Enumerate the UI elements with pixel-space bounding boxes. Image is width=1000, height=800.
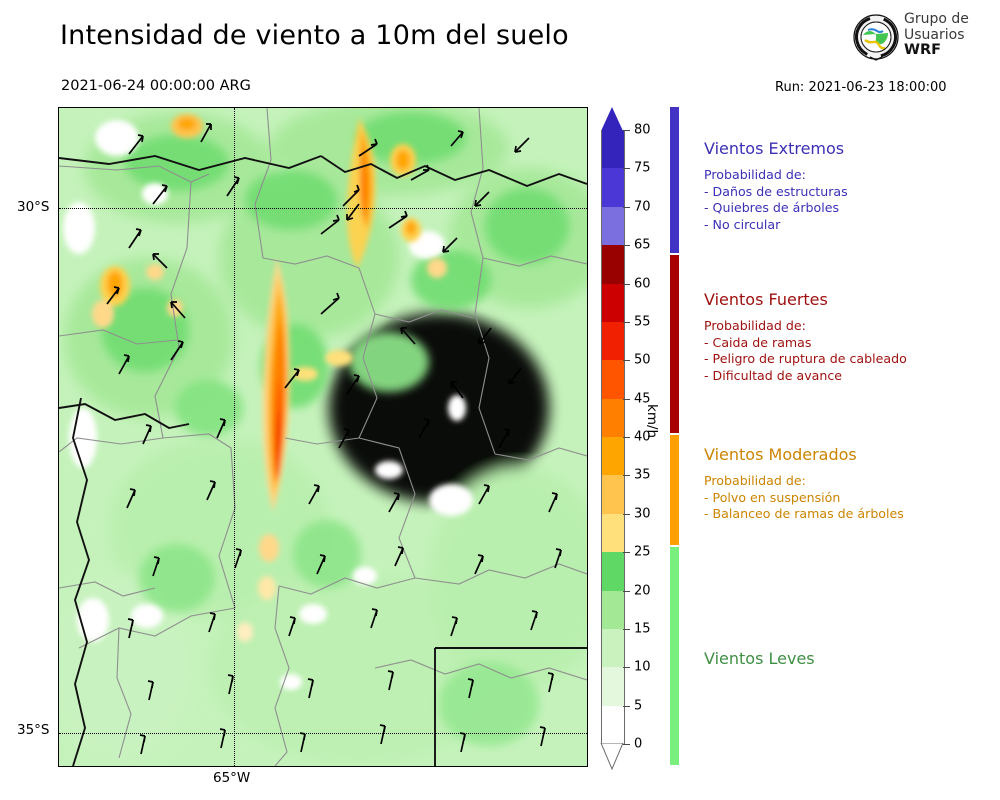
colorbar-band-60-65 <box>602 245 624 284</box>
colorbar-tick-label-10: 10 <box>634 659 651 675</box>
colorbar-tick-35 <box>623 475 630 477</box>
colorbar-tick-60 <box>623 283 630 285</box>
colorbar-tick-50 <box>623 360 630 362</box>
colorbar-band-30-35 <box>602 475 624 514</box>
legend-item-1-2: - Dificultad de avance <box>704 367 843 383</box>
colorbar-tick-30 <box>623 513 630 515</box>
axis-label-lat-30s: 30°S <box>17 199 50 215</box>
colorbar-tick-80 <box>623 130 630 131</box>
legend-category-0: Vientos Extremos Probabilidad de: - Daños … <box>704 139 994 233</box>
legend-stripe-1 <box>670 255 679 433</box>
colorbar-tick-label-55: 55 <box>634 314 651 330</box>
legend-item-0-0: - Daños de estructuras <box>704 183 848 199</box>
colorbar-band-35-40 <box>602 437 624 476</box>
legend-heading-1: Vientos Fuertes <box>704 290 828 309</box>
legend-item-0-1: - Quiebres de árboles <box>704 200 840 215</box>
colorbar-band-55-60 <box>602 283 624 322</box>
colorbar-band-40-45 <box>602 398 624 437</box>
colorbar-tick-label-45: 45 <box>634 391 651 407</box>
logo-line-3: WRF <box>904 42 942 58</box>
colorbar-tick-70 <box>623 206 630 208</box>
logo-text: Grupo de Usuarios WRF <box>904 11 969 59</box>
run-time-label: Run: 2021-06-23 18:00:00 <box>775 80 947 95</box>
colorbar-tick-label-15: 15 <box>634 621 651 637</box>
colorbar-band-20-25 <box>602 552 624 591</box>
colorbar-band-10-15 <box>602 628 624 668</box>
colorbar-band-0-5 <box>602 705 624 744</box>
colorbar-over-arrow <box>601 107 623 131</box>
legend-heading-0: Vientos Extremos <box>704 139 845 158</box>
colorbar-tick-label-50: 50 <box>634 352 651 368</box>
legend-intro-1: Probabilidad de: <box>704 318 806 333</box>
colorbar-tick-25 <box>623 552 630 554</box>
colorbar-tick-5 <box>623 705 630 707</box>
legend-item-0-2: - No circular <box>704 216 781 232</box>
colorbar-tick-10 <box>623 667 630 669</box>
colorbar-tick-15 <box>623 628 630 630</box>
colorbar-bands <box>601 130 625 744</box>
legend-item-2-0: - Polvo en suspensión <box>704 489 841 505</box>
wind-speed-map[interactable] <box>58 107 588 767</box>
logo-line-1: Grupo de <box>904 11 969 27</box>
page-title: Intensidad de viento a 10m del suelo <box>60 20 569 51</box>
colorbar-tick-55 <box>623 321 630 323</box>
colorbar-tick-45 <box>623 398 630 400</box>
colorbar-tick-label-35: 35 <box>634 467 651 483</box>
legend-category-2: Vientos Moderados Probabilidad de: - Polvo… <box>704 445 994 523</box>
legend-item-2-1: - Balanceo de ramas de árboles <box>704 506 904 521</box>
legend-item-1-1: - Peligro de ruptura de cableado <box>704 351 907 366</box>
colorbar-tick-label-30: 30 <box>634 506 651 522</box>
legend-panel: Vientos Extremos Probabilidad de: - Daños … <box>670 107 1000 772</box>
colorbar-band-50-55 <box>602 321 624 361</box>
axis-label-lat-35s: 35°S <box>17 722 50 738</box>
latitude-gridline-35s <box>59 733 587 734</box>
legend-intro-0: Probabilidad de: <box>704 167 806 182</box>
legend-stripe-0 <box>670 107 679 253</box>
colorbar-band-45-50 <box>602 360 624 399</box>
colorbar-tick-label-25: 25 <box>634 544 651 560</box>
legend-heading-2: Vientos Moderados <box>704 445 857 464</box>
logo: Grupo de Usuarios WRF <box>852 11 1000 64</box>
legend-item-1-0: - Caida de ramas <box>704 334 812 350</box>
colorbar-under-arrow <box>600 743 624 770</box>
colorbar: 0 5 10 15 20 25 30 35 40 45 50 55 60 65 70 75 80 <box>598 107 651 770</box>
colorbar-tick-0 <box>623 744 630 745</box>
colorbar-unit-label: km/h <box>644 404 660 439</box>
latitude-gridline-30s <box>59 208 587 209</box>
colorbar-tick-20 <box>623 590 630 592</box>
colorbar-band-75-80 <box>602 130 624 169</box>
colorbar-tick-label-60: 60 <box>634 276 651 291</box>
colorbar-band-65-70 <box>602 206 624 246</box>
valid-time-label: 2021-06-24 00:00:00 ARG <box>61 78 251 94</box>
colorbar-tick-label-40: 40 <box>634 429 651 445</box>
legend-category-1: Vientos Fuertes Probabilidad de: - Caida d… <box>704 290 994 384</box>
colorbar-tick-label-0: 0 <box>634 736 643 752</box>
colorbar-tick-label-75: 75 <box>634 160 651 176</box>
legend-heading-3: Vientos Leves <box>704 649 815 668</box>
colorbar-band-5-10 <box>602 667 624 706</box>
axis-label-lon-65w: 65°W <box>213 770 251 786</box>
colorbar-tick-label-70: 70 <box>634 199 651 215</box>
colorbar-tick-label-5: 5 <box>634 698 643 714</box>
logo-line-2: Usuarios <box>904 26 965 43</box>
colorbar-tick-label-80: 80 <box>634 122 651 138</box>
legend-stripe-3 <box>670 547 679 765</box>
colorbar-band-70-75 <box>602 168 624 207</box>
longitude-gridline-65w <box>234 108 235 766</box>
colorbar-tick-40 <box>623 437 630 438</box>
colorbar-tick-75 <box>623 168 630 170</box>
legend-category-3: Vientos Leves <box>704 649 994 677</box>
colorbar-tick-label-65: 65 <box>634 237 651 253</box>
colorbar-band-15-20 <box>602 590 624 629</box>
wrf-globe-emblem-icon <box>853 14 899 61</box>
legend-intro-2: Probabilidad de: <box>704 473 806 488</box>
map-raster <box>59 108 587 766</box>
colorbar-tick-65 <box>623 245 630 247</box>
colorbar-tick-label-20: 20 <box>634 583 651 598</box>
legend-stripe-2 <box>670 435 679 545</box>
colorbar-band-25-30 <box>602 513 624 553</box>
